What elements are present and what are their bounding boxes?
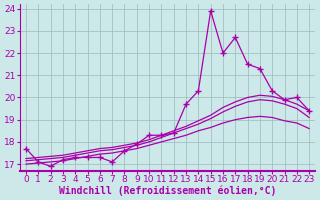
X-axis label: Windchill (Refroidissement éolien,°C): Windchill (Refroidissement éolien,°C): [59, 185, 276, 196]
